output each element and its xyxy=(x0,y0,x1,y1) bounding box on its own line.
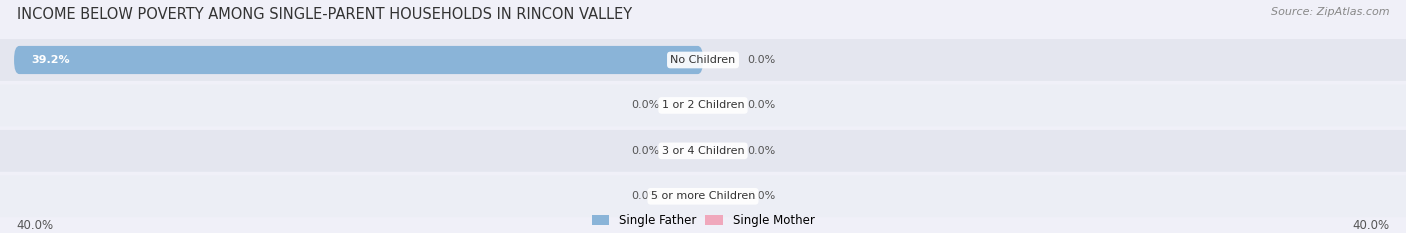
FancyBboxPatch shape xyxy=(0,85,1406,126)
Legend: Single Father, Single Mother: Single Father, Single Mother xyxy=(592,214,814,227)
FancyBboxPatch shape xyxy=(0,130,1406,172)
Text: INCOME BELOW POVERTY AMONG SINGLE-PARENT HOUSEHOLDS IN RINCON VALLEY: INCOME BELOW POVERTY AMONG SINGLE-PARENT… xyxy=(17,7,633,22)
FancyBboxPatch shape xyxy=(0,39,1406,81)
Text: 0.0%: 0.0% xyxy=(631,191,659,201)
Text: 40.0%: 40.0% xyxy=(17,219,53,232)
Text: 0.0%: 0.0% xyxy=(631,100,659,110)
Text: 0.0%: 0.0% xyxy=(631,146,659,156)
Text: Source: ZipAtlas.com: Source: ZipAtlas.com xyxy=(1271,7,1389,17)
Text: 40.0%: 40.0% xyxy=(1353,219,1389,232)
FancyBboxPatch shape xyxy=(14,46,703,74)
Text: No Children: No Children xyxy=(671,55,735,65)
Text: 0.0%: 0.0% xyxy=(747,100,775,110)
Text: 0.0%: 0.0% xyxy=(747,191,775,201)
Text: 0.0%: 0.0% xyxy=(747,55,775,65)
Text: 3 or 4 Children: 3 or 4 Children xyxy=(662,146,744,156)
FancyBboxPatch shape xyxy=(0,175,1406,217)
Text: 0.0%: 0.0% xyxy=(747,146,775,156)
Text: 39.2%: 39.2% xyxy=(31,55,70,65)
Text: 1 or 2 Children: 1 or 2 Children xyxy=(662,100,744,110)
Text: 5 or more Children: 5 or more Children xyxy=(651,191,755,201)
